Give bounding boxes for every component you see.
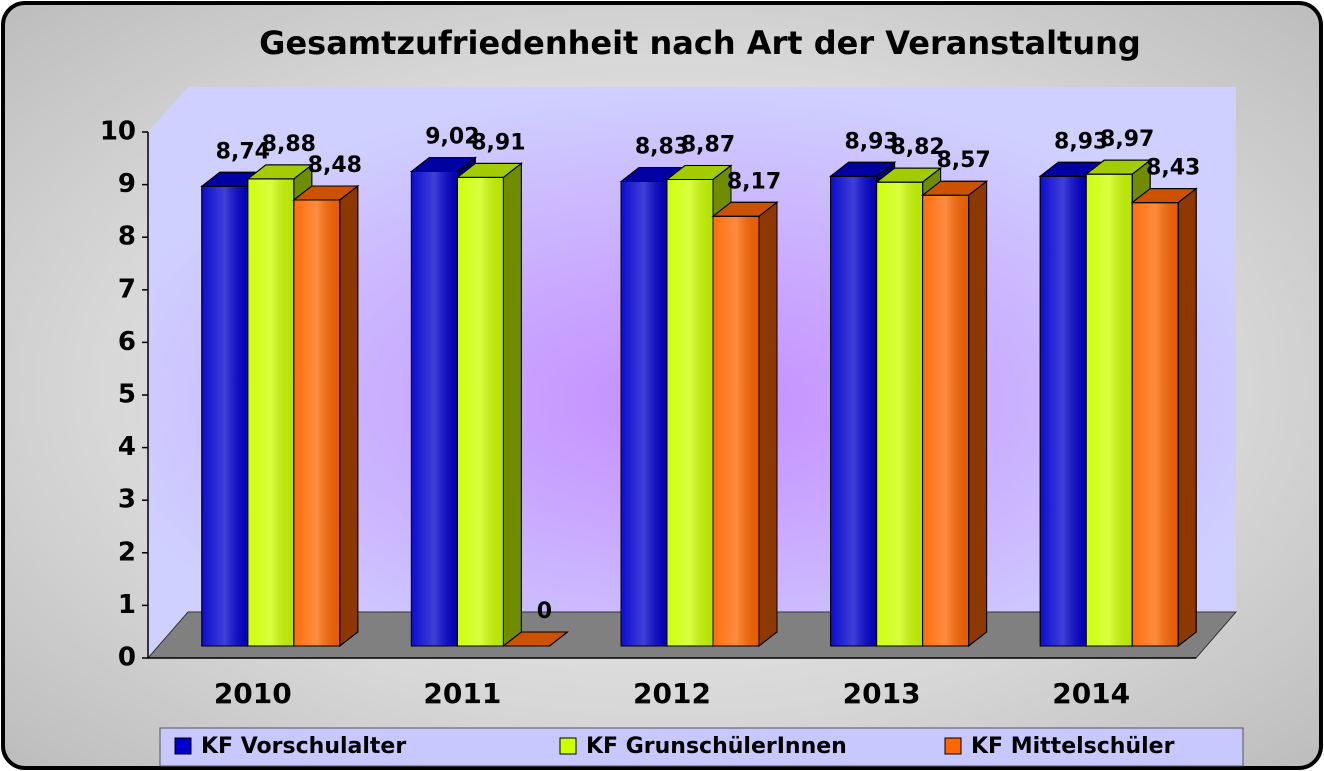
bar-side-shade (1177, 187, 1197, 648)
value-label: 8,91 (471, 130, 525, 155)
bar-top-shade (292, 185, 360, 201)
value-label: 8,97 (1100, 127, 1154, 152)
bar-front-shine (410, 171, 458, 647)
bar-side-shade (758, 201, 778, 648)
y-tick-label: 5 (118, 380, 136, 410)
y-tick-label: 9 (118, 169, 136, 199)
value-label: 8,87 (681, 132, 735, 157)
bar (711, 201, 779, 648)
x-tick-label: 2012 (633, 677, 711, 710)
bar-front-shine (1085, 173, 1133, 647)
value-label: 8,48 (308, 153, 362, 178)
bar-side-shade (968, 180, 988, 648)
bar-top-shade (1130, 188, 1198, 204)
legend-label: KF Vorschulalter (201, 734, 406, 759)
bar-front-shine (456, 176, 504, 647)
bar-top-shade (455, 162, 523, 178)
bar-top-shade (875, 167, 943, 183)
value-label: 8,57 (936, 148, 990, 173)
bar-side-shade (339, 184, 359, 648)
bar-front-shine (620, 181, 668, 647)
value-label: 8,88 (262, 132, 316, 157)
bar-front-shine (1039, 175, 1087, 647)
bar-front-shine (1131, 202, 1179, 647)
value-label: 9,02 (425, 125, 479, 150)
bar-top-shade (246, 164, 314, 180)
bar-front-shine (712, 215, 760, 647)
y-tick-label: 6 (118, 327, 136, 357)
chart-title: Gesamtzufriedenheit nach Art der Veranst… (259, 24, 1141, 62)
value-label: 8,17 (727, 169, 781, 194)
bar-front-shine (247, 178, 295, 647)
bar-top-shade (921, 180, 989, 196)
y-tick-label: 10 (100, 117, 136, 147)
legend-swatch (559, 737, 577, 755)
x-tick-label: 2014 (1052, 677, 1130, 710)
value-label: 8,93 (1054, 129, 1108, 154)
bar-front-shine (666, 178, 714, 647)
value-label: 8,93 (844, 129, 898, 154)
bar-front-shine (293, 199, 341, 647)
y-tick-label: 1 (118, 590, 136, 620)
y-tick-label: 3 (118, 485, 136, 515)
bar-side-shade (502, 162, 522, 648)
legend-label: KF GrunschülerInnen (586, 734, 847, 759)
bar-top-shade (829, 161, 897, 177)
bar (292, 184, 360, 648)
legend (159, 727, 1244, 767)
legend-label: KF Mittelschüler (971, 734, 1175, 759)
x-tick-label: 2010 (214, 677, 292, 710)
y-tick-label: 7 (118, 274, 136, 304)
x-tick-label: 2011 (423, 677, 501, 710)
y-tick-label: 2 (118, 537, 136, 567)
bar (1130, 187, 1198, 648)
bar-front-shine (876, 181, 924, 647)
value-label: 8,74 (216, 139, 270, 164)
y-tick-label: 4 (118, 432, 136, 462)
bar-top-shade (665, 164, 733, 180)
legend-swatch (944, 737, 962, 755)
value-label: 0 (537, 599, 552, 624)
bar-top-shade (409, 157, 477, 173)
bar-top-shade (711, 201, 779, 217)
bar-top-shade (1084, 159, 1152, 175)
value-label: 8,82 (890, 135, 944, 160)
value-label: 8,43 (1146, 156, 1200, 181)
y-tick-label: 0 (118, 643, 136, 673)
bar-front-shine (201, 185, 249, 647)
value-label: 8,83 (635, 135, 689, 160)
bar (455, 162, 523, 648)
legend-swatch (174, 737, 192, 755)
y-tick-label: 8 (118, 222, 136, 252)
bar-front-shine (922, 194, 970, 647)
bar-top-shade (501, 631, 569, 647)
bar (921, 180, 989, 648)
bar (501, 631, 569, 647)
bar-front-shine (830, 175, 878, 647)
x-tick-label: 2013 (843, 677, 921, 710)
